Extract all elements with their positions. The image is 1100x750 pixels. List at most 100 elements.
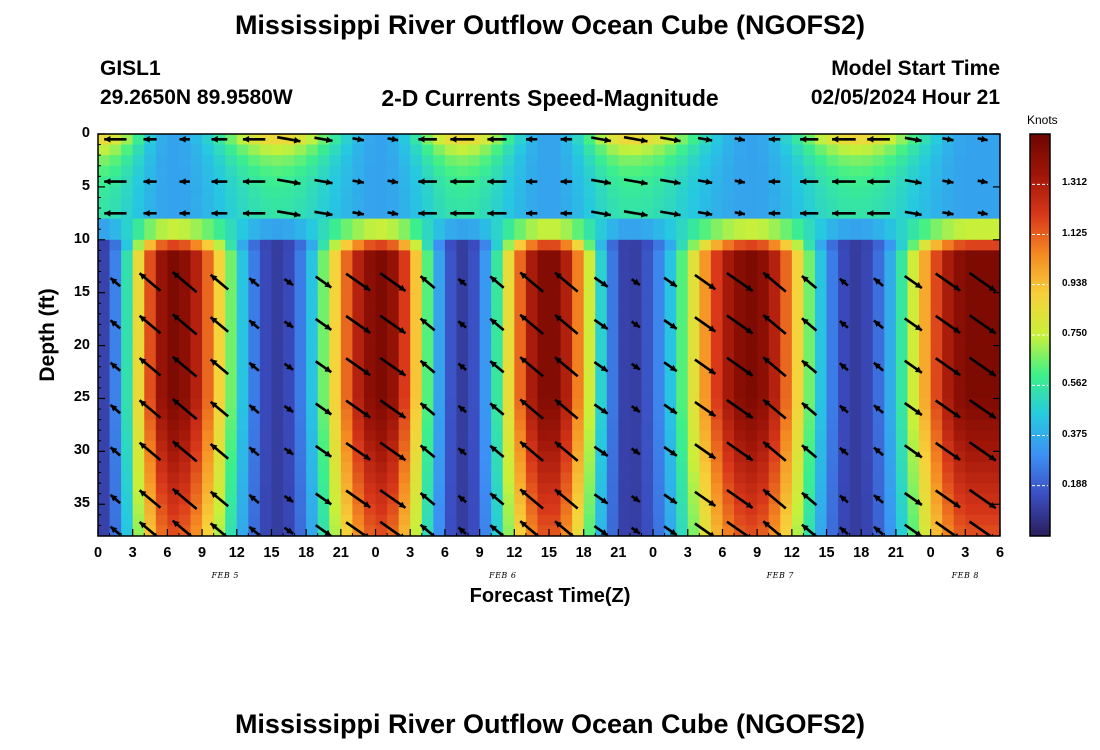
heatmap-cell (861, 303, 874, 315)
heatmap-cell (722, 493, 735, 505)
heatmap-cell (178, 504, 192, 516)
heatmap-cell (178, 398, 192, 410)
heatmap-cell (814, 313, 828, 326)
heatmap-cell (202, 335, 215, 347)
heatmap-cell (375, 250, 388, 262)
heatmap-cell (294, 483, 307, 495)
heatmap-cell (468, 419, 481, 431)
heatmap-cell (745, 176, 758, 188)
heatmap-cell (849, 461, 862, 474)
heatmap-cell (791, 525, 805, 536)
heatmap-cell (664, 504, 677, 516)
heatmap-cell (699, 292, 712, 304)
heatmap-cell (98, 387, 111, 400)
heatmap-cell (942, 440, 955, 452)
heatmap-cell (930, 356, 943, 368)
current-vector-head (420, 360, 428, 368)
heatmap-cell (421, 335, 434, 347)
heatmap-cell (826, 493, 839, 505)
heatmap-cell (155, 345, 168, 357)
heatmap-cell (606, 271, 619, 283)
heatmap-cell (872, 155, 885, 167)
heatmap-cell (491, 155, 504, 167)
heatmap-cell (849, 345, 862, 357)
current-vector-head (324, 281, 332, 288)
footer-title: Mississippi River Outflow Ocean Cube (NG… (234, 709, 866, 739)
heatmap-cell (687, 483, 700, 495)
heatmap-cell (236, 229, 249, 241)
heatmap-cell (641, 239, 654, 251)
heatmap-cell (190, 186, 203, 199)
heatmap-cell (329, 134, 342, 146)
heatmap-cell (109, 483, 122, 495)
heatmap-cell (410, 197, 423, 209)
heatmap-cell (433, 208, 446, 220)
current-vector-head (286, 363, 294, 370)
heatmap-cell (502, 461, 515, 474)
heatmap-cell (468, 430, 481, 442)
heatmap-cell (144, 366, 157, 378)
heatmap-cell (479, 271, 492, 283)
heatmap-cell (537, 292, 550, 304)
heatmap-cell (537, 493, 550, 505)
heatmap-cell (849, 229, 862, 241)
heatmap-cell (329, 271, 342, 283)
heatmap-cell (352, 186, 365, 199)
heatmap-cell (340, 218, 354, 230)
heatmap-cell (595, 461, 608, 474)
x-tick-label: 0 (649, 545, 658, 561)
heatmap-cell (699, 504, 712, 516)
heatmap-cell (502, 250, 515, 262)
heatmap-cell (710, 377, 724, 389)
current-vector-head (600, 407, 608, 414)
heatmap-cell (710, 324, 724, 336)
heatmap-cell (248, 419, 261, 431)
heatmap-cell (306, 292, 319, 304)
heatmap-cell (849, 440, 862, 452)
heatmap-cell (572, 197, 585, 209)
heatmap-cell (502, 335, 515, 347)
heatmap-cell (884, 451, 897, 463)
current-vector-head (110, 404, 118, 412)
heatmap-cell (618, 144, 631, 156)
heatmap-cell (167, 260, 180, 273)
heatmap-cell (121, 451, 134, 463)
heatmap-cell (398, 155, 411, 167)
heatmap-cell (514, 440, 527, 452)
heatmap-cell (653, 303, 666, 315)
heatmap-cell (479, 134, 492, 146)
heatmap-cell (491, 483, 504, 495)
current-vector-head (832, 178, 839, 185)
heatmap-cell (780, 165, 793, 177)
heatmap-cell (109, 461, 122, 474)
heatmap-cell (98, 208, 111, 220)
heatmap-cell (734, 345, 747, 357)
heatmap-cell (861, 440, 874, 452)
heatmap-cell (745, 324, 758, 336)
heatmap-cell (190, 366, 203, 378)
heatmap-cell (132, 440, 145, 452)
heatmap-cell (514, 134, 527, 146)
heatmap-cell (306, 335, 319, 347)
heatmap-cell (479, 197, 492, 209)
current-vector-head (450, 178, 457, 185)
heatmap-cell (560, 504, 573, 516)
heatmap-cell (664, 250, 677, 262)
heatmap-cell (433, 493, 446, 505)
heatmap-cell (479, 303, 492, 315)
heatmap-cell (791, 292, 805, 304)
heatmap-cell (814, 144, 828, 156)
x-tick-label: 18 (853, 545, 870, 561)
heatmap-cell (468, 218, 481, 230)
heatmap-cell (317, 366, 330, 378)
heatmap-cell (387, 271, 400, 283)
heatmap-cell (398, 377, 411, 389)
heatmap-cell (479, 504, 492, 516)
heatmap-cell (583, 483, 596, 495)
heatmap-cell (953, 313, 966, 326)
heatmap-cell (259, 260, 273, 273)
heatmap-cell (387, 155, 400, 167)
heatmap-cell (849, 186, 862, 199)
heatmap-cell (144, 356, 157, 368)
heatmap-cell (965, 197, 978, 209)
